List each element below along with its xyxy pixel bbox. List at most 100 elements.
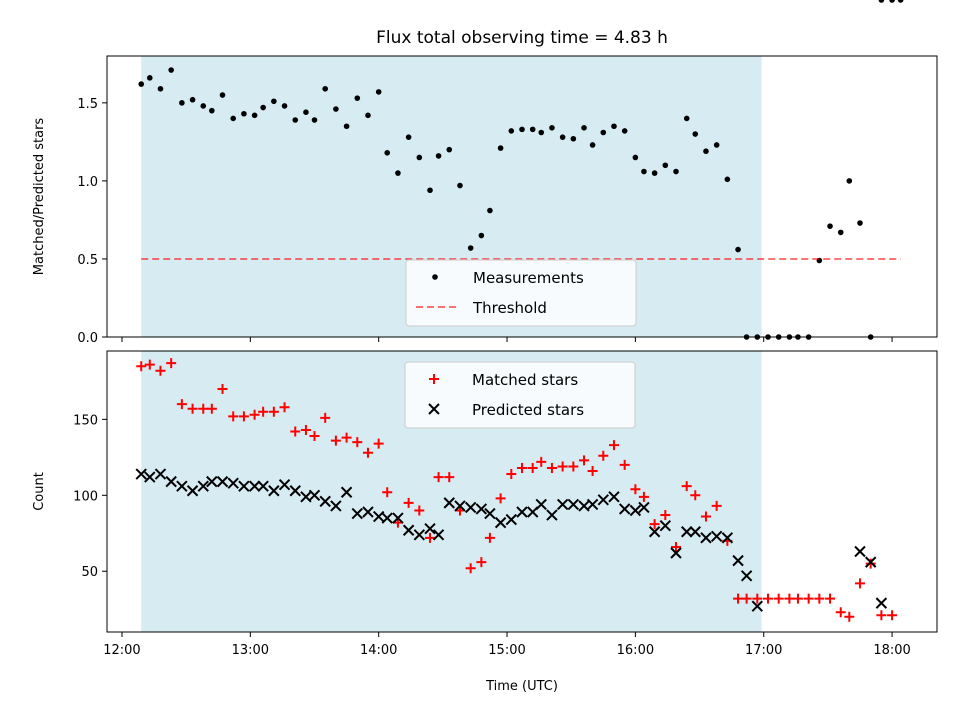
predicted-stars-point [629,504,642,517]
measurement-point [219,92,226,98]
measurement-point [405,134,412,140]
x-tick-label: 14:00 [360,643,397,658]
measurement-point [889,0,895,3]
y-axis-label: Count [32,472,47,511]
measurement-point [260,104,266,111]
predicted-stars-point [670,547,682,559]
predicted-stars-point [227,477,239,489]
predicted-stars-point [505,513,518,526]
matched-stars-point [136,361,147,372]
matched-stars-point [835,607,846,618]
matched-stars-point [803,593,814,604]
matched-stars-point [700,511,711,522]
legend: Measurements Threshold [405,259,637,327]
predicted-stars-point [638,501,650,514]
measurement-point [662,162,669,169]
measurement-point [508,128,515,134]
measurement-point [395,170,401,176]
matched-stars-point [887,610,898,621]
predicted-stars-point [484,507,496,520]
measurement-point [478,232,485,239]
predicted-stars-point [608,491,620,503]
measurement-point [878,0,885,3]
ratio-panel: 0.0 0.5 1.0 1.5 Matched/Predicted stars Measu… [32,0,938,346]
predicted-stars-point [586,498,599,511]
measurement-point [713,142,720,148]
matched-stars-point [373,438,384,449]
measurement-point [365,112,371,119]
matched-stars-point [546,462,557,473]
predicted-stars-point [681,526,693,538]
measurement-point [322,85,328,92]
predicted-stars-point [710,530,723,543]
measurement-point [241,110,247,117]
predicted-stars-point [689,526,701,538]
predicted-stars-point [330,500,342,512]
predicted-stars-point [413,529,426,541]
measurement-point [683,115,690,122]
y-axis-label: Matched/Predicted stars [32,118,47,276]
measurement-point [333,106,339,112]
measurement-point [384,149,391,156]
matched-stars-point [484,532,495,543]
matched-stars-point [198,403,209,414]
axes-frame [106,55,938,338]
measurement-point [632,154,639,161]
matched-stars-point [506,469,517,480]
matched-stars-point [382,487,393,498]
predicted-stars-point [144,471,156,483]
y-tick-label: 100 [73,489,98,504]
measurement-point [581,125,587,131]
predicted-stars-point [165,475,177,488]
chart-title: Flux total observing time = 4.83 h [376,28,668,48]
matched-stars-point [638,491,649,502]
count-panel: 50 100 150 Count 12:00 13:00 14:00 15:00 16:00 17… [32,351,938,658]
x-tick-label: 17:00 [745,643,782,658]
y-tick-label: 1.5 [77,97,98,112]
predicted-stars-point [475,503,488,515]
measurement-point [549,125,555,131]
legend-label: Measurements [473,269,584,287]
predicted-stars-point [659,519,672,532]
predicted-stars-point [300,491,312,503]
measurement-point [692,131,699,137]
measurement-point [724,176,731,183]
measurement-point [538,129,545,136]
predicted-stars-point [402,524,415,536]
measurement-point [354,95,361,101]
predicted-stars-point [340,486,353,498]
measurement-point [846,178,853,184]
measurement-point [303,109,309,115]
legend-label: Threshold [472,299,547,317]
matched-stars-point [619,459,630,470]
x-tick-label: 18:00 [873,643,910,658]
matched-stars-point [362,447,373,458]
measurement-point [271,98,277,105]
matched-stars-point [341,432,352,443]
predicted-stars-point [268,485,280,497]
matched-stars-point [598,450,609,461]
matched-stars-point [557,461,568,472]
predicted-stars-point [864,556,877,568]
matched-stars-point [187,403,198,414]
matched-stars-point [649,519,660,530]
matched-stars-point [444,472,455,483]
predicted-stars-point [432,529,445,541]
predicted-stars-point [257,480,269,492]
measurement-point [138,81,145,87]
matched-stars-point [711,500,722,511]
measurement-point [416,154,423,161]
predicted-stars-point [732,554,744,567]
measurement-point [251,112,258,119]
x-tick-label: 15:00 [488,643,525,658]
predicted-stars-point [216,475,229,488]
measurement-point [651,170,658,176]
legend-label: Predicted stars [472,401,584,419]
matched-stars-point [608,440,619,451]
matched-stars-point [425,532,436,543]
matched-stars-point [690,490,701,501]
y-tick-label: 150 [73,413,98,428]
measurement-point [311,117,318,123]
y-tick-label: 50 [81,565,98,580]
